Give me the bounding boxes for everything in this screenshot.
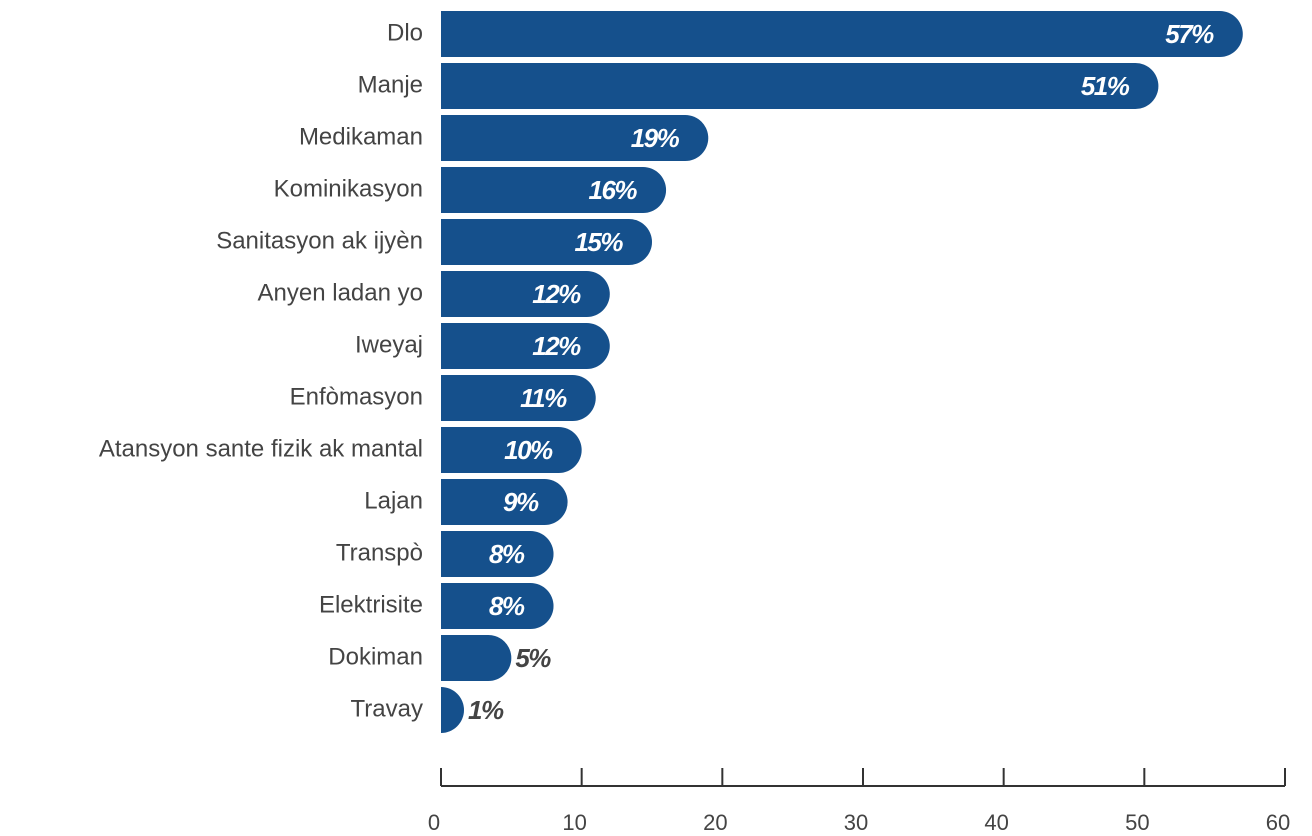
bar <box>441 271 610 317</box>
value-label: 1% <box>468 695 504 725</box>
bar <box>441 531 554 577</box>
x-tick-label: 10 <box>562 810 586 835</box>
x-tick-label: 30 <box>844 810 868 835</box>
value-label: 57% <box>1165 19 1214 49</box>
value-label: 12% <box>532 279 581 309</box>
category-label: Enfòmasyon <box>290 383 423 410</box>
bar <box>441 479 568 525</box>
category-label: Anyen ladan yo <box>258 279 423 306</box>
category-label: Medikaman <box>299 123 423 150</box>
category-label: Transpò <box>336 539 423 566</box>
x-tick-label: 20 <box>703 810 727 835</box>
value-label: 19% <box>631 123 680 153</box>
value-label: 8% <box>489 539 525 569</box>
value-label: 9% <box>503 487 539 517</box>
x-tick-label: 0 <box>428 810 440 835</box>
value-label: 11% <box>520 383 567 413</box>
bar <box>441 583 554 629</box>
bar <box>441 427 582 473</box>
category-label: Dlo <box>387 19 423 46</box>
x-tick-label: 40 <box>984 810 1008 835</box>
value-label: 10% <box>504 435 553 465</box>
category-label: Dokiman <box>328 643 423 670</box>
bar <box>441 115 709 161</box>
value-label: 8% <box>489 591 525 621</box>
value-label: 16% <box>589 175 638 205</box>
bar <box>441 687 464 733</box>
bar <box>441 219 652 265</box>
category-label: Kominikasyon <box>274 175 423 202</box>
bar <box>441 11 1243 58</box>
category-label: Elektrisite <box>319 591 423 618</box>
value-label: 12% <box>532 331 581 361</box>
value-label: 15% <box>574 227 623 257</box>
x-tick-label: 50 <box>1125 810 1149 835</box>
category-label: Iweyaj <box>355 331 423 358</box>
category-label: Manje <box>358 71 423 98</box>
value-label: 51% <box>1081 71 1130 101</box>
category-label: Atansyon sante fizik ak mantal <box>99 435 423 462</box>
bar <box>441 635 512 681</box>
value-label: 5% <box>515 643 551 673</box>
bar <box>441 323 610 369</box>
category-label: Lajan <box>364 487 423 514</box>
x-tick-label: 60 <box>1266 810 1290 835</box>
bar <box>441 167 667 213</box>
category-label: Travay <box>351 695 423 722</box>
bar <box>441 375 596 421</box>
category-label: Sanitasyon ak ijyèn <box>216 227 423 254</box>
bar <box>441 63 1159 109</box>
